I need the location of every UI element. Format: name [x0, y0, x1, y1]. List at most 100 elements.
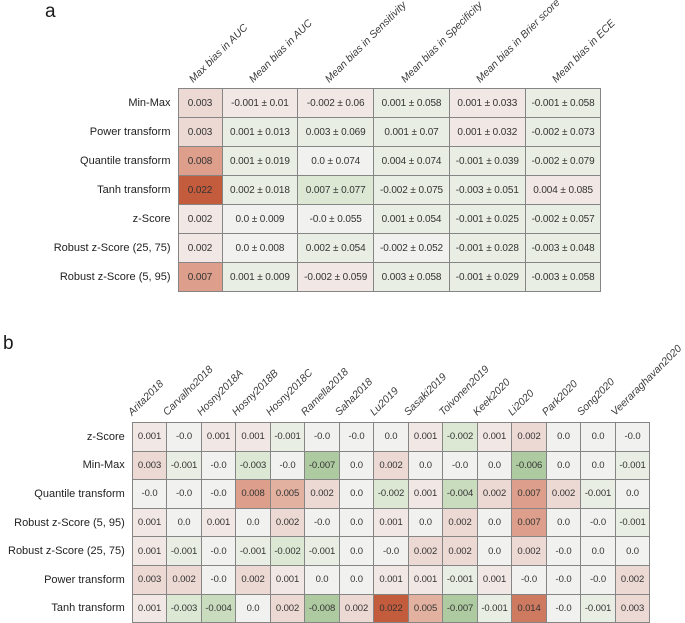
heatmap-cell: 0.022: [177, 175, 223, 205]
heatmap-cell: -0.001 ± 0.039: [448, 146, 526, 176]
heatmap-cell: 0.007: [511, 479, 547, 509]
heatmap-cell: 0.001: [131, 507, 168, 538]
heatmap-cell: 0.002: [235, 564, 271, 595]
heatmap-cell: 0.003 ± 0.058: [373, 262, 450, 292]
heatmap-cell: 0.0: [407, 450, 444, 481]
heatmap-cell: 0.0: [476, 536, 513, 566]
heatmap-cell: 0.005: [407, 593, 444, 623]
heatmap-cell: 0.001 ± 0.019: [221, 146, 299, 176]
heatmap-cell: -0.003: [166, 593, 202, 623]
heatmap-cell: 0.001: [235, 422, 271, 452]
heatmap-cell: 0.0: [338, 564, 375, 595]
heatmap-cell: 0.0: [407, 507, 444, 538]
column-header: Arita2018: [126, 378, 167, 419]
heatmap-cell: 0.002: [476, 479, 513, 509]
heatmap-cell: -0.0: [580, 564, 616, 595]
heatmap-cell: 0.0: [580, 536, 616, 566]
table-row: Quantile transform -0.0 -0.0 -0.0 0.008 0.005…: [8, 479, 651, 509]
heatmap-cell: -0.0: [200, 450, 237, 481]
heatmap-cell: -0.0: [511, 564, 547, 595]
heatmap-cell: 0.002: [338, 593, 375, 623]
heatmap-cell: -0.0: [269, 450, 306, 481]
heatmap-cell: -0.0: [200, 479, 237, 509]
heatmap-cell: -0.006: [511, 450, 547, 481]
heatmap-cell: 0.0: [373, 422, 409, 452]
heatmap-cell: 0.0: [614, 536, 651, 566]
heatmap-cell: -0.003 ± 0.048: [524, 233, 602, 263]
table-row: Robust z-Score (25, 75) 0.002 0.0 ± 0.008 0…: [8, 233, 602, 263]
heatmap-cell: 0.002: [269, 507, 306, 538]
column-header: Park2020: [540, 378, 581, 419]
heatmap-cell: -0.001 ± 0.01: [221, 88, 299, 118]
heatmap-cell: -0.003 ± 0.051: [448, 175, 526, 205]
row-label: Min-Max: [8, 451, 133, 480]
heatmap-cell: 0.0: [580, 450, 616, 481]
heatmap-cell: 0.008: [235, 479, 271, 509]
heatmap-cell: 0.001: [407, 422, 444, 452]
heatmap-cell: -0.008: [304, 593, 340, 623]
column-header: Lu2019: [367, 385, 401, 419]
heatmap-cell: -0.001: [166, 450, 202, 481]
heatmap-table: Min-Max 0.003 -0.001 ± 0.01 -0.002 ± 0.06 0.…: [8, 88, 602, 292]
heatmap-cell: 0.002: [442, 536, 478, 566]
row-label: Quantile transform: [8, 146, 178, 176]
heatmap-cell: -0.0: [304, 422, 340, 452]
heatmap-cell: -0.0: [442, 450, 478, 481]
heatmap-cell: -0.001: [442, 564, 478, 595]
heatmap-cell: -0.002: [442, 422, 478, 452]
heatmap-cell: 0.002: [614, 564, 651, 595]
column-header: Mean bias in Sensitivity: [322, 0, 409, 86]
row-label: z-Score: [8, 204, 178, 234]
heatmap-cell: -0.002 ± 0.06: [297, 88, 375, 118]
table-row: z-Score 0.001 -0.0 0.001 0.001 -0.001 -0.0 -0.0…: [8, 422, 651, 452]
table-row: Min-Max 0.003 -0.001 ± 0.01 -0.002 ± 0.06 0.…: [8, 88, 602, 118]
heatmap-cell: -0.0: [545, 536, 582, 566]
column-header: Max bias in AUC: [186, 21, 251, 86]
heatmap-cell: 0.0: [476, 507, 513, 538]
heatmap-cell: 0.001: [407, 564, 444, 595]
heatmap-cell: -0.007: [304, 450, 340, 481]
row-label: Robust z-Score (25, 75): [8, 536, 133, 566]
heatmap-cell: 0.001: [131, 536, 168, 566]
heatmap-cell: 0.003: [177, 88, 223, 118]
heatmap-cell: -0.001: [476, 593, 513, 623]
heatmap-cell: 0.002: [545, 479, 582, 509]
row-label: Robust z-Score (25, 75): [8, 233, 178, 263]
heatmap-cell: -0.002 ± 0.073: [524, 117, 602, 147]
heatmap-cell: 0.002: [177, 233, 223, 263]
heatmap-cell: 0.0 ± 0.074: [297, 146, 375, 176]
heatmap-cell: 0.0: [235, 593, 271, 623]
table-row: Min-Max 0.003 -0.001 -0.0 -0.003 -0.0 -0.007 0.…: [8, 450, 651, 481]
heatmap-cell: 0.022: [373, 593, 409, 623]
heatmap-cell: 0.005: [269, 479, 306, 509]
table-row: Tanh transform 0.022 0.002 ± 0.018 0.007 ± …: [8, 175, 602, 205]
heatmap-cell: 0.001 ± 0.009: [221, 262, 299, 292]
heatmap-cell: -0.001: [580, 479, 616, 509]
heatmap-cell: 0.003: [131, 450, 168, 481]
heatmap-cell: 0.0: [476, 450, 513, 481]
heatmap-cell: 0.001: [200, 422, 237, 452]
heatmap-cell: 0.007 ± 0.077: [297, 175, 375, 205]
heatmap-cell: 0.0: [545, 422, 582, 452]
heatmap-cell: 0.001: [476, 422, 513, 452]
heatmap-cell: -0.0: [131, 479, 168, 509]
heatmap-cell: -0.0 ± 0.055: [297, 204, 375, 234]
heatmap-cell: 0.007: [177, 262, 223, 292]
heatmap-cell: 0.002: [166, 564, 202, 595]
heatmap-cell: 0.0: [304, 564, 340, 595]
heatmap-cell: -0.001 ± 0.028: [448, 233, 526, 263]
table-row: Quantile transform 0.008 0.001 ± 0.019 0.0 …: [8, 146, 602, 176]
heatmap-cell: 0.002: [177, 204, 223, 234]
heatmap-cell: 0.002: [304, 479, 340, 509]
heatmap-cell: 0.003: [177, 117, 223, 147]
heatmap-cell: 0.003: [131, 564, 168, 595]
heatmap-cell: 0.002: [269, 593, 306, 623]
heatmap-cell: -0.002: [269, 536, 306, 566]
row-label: Power transform: [8, 565, 133, 595]
heatmap-cell: 0.0: [338, 507, 375, 538]
column-header: Mean bias in AUC: [246, 17, 315, 86]
heatmap-cell: 0.002: [442, 507, 478, 538]
column-header: Veeraraghavan2020: [609, 342, 685, 419]
column-header: Mean bias in Brier score: [474, 0, 563, 86]
